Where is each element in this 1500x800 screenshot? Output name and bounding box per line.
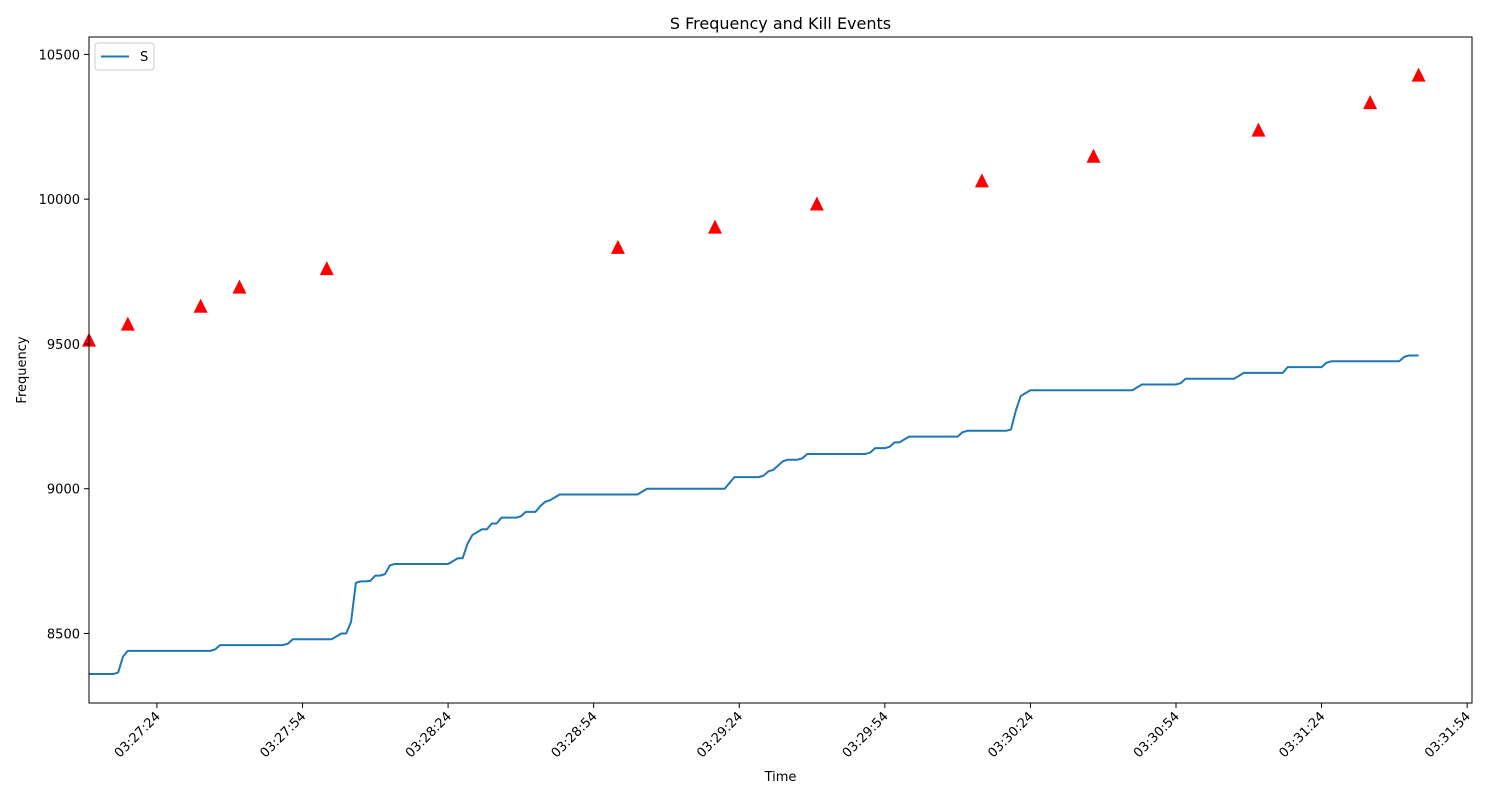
- x-axis: 03:27:24 03:27:54 03:28:24 03:28:54 03:29:24…: [112, 703, 1474, 761]
- y-axis-label: Frequency: [15, 336, 30, 403]
- kill-event-marker: [809, 196, 824, 211]
- x-tick-label: 03:27:24: [112, 709, 164, 761]
- y-tick-label: 10500: [39, 48, 80, 63]
- kill-event-marker: [610, 239, 625, 254]
- kill-event-marker: [193, 298, 208, 313]
- x-tick-label: 03:31:54: [1422, 709, 1474, 761]
- kill-event-marker: [1411, 67, 1426, 82]
- series-layer: [89, 354, 1419, 676]
- kill-event-marker: [974, 173, 989, 188]
- kill-event-marker: [1086, 148, 1101, 163]
- x-tick-label: 03:30:54: [1131, 709, 1183, 761]
- series-line-s: [89, 354, 1419, 676]
- plot-frame: [88, 36, 1473, 704]
- y-tick-label: 10000: [39, 193, 80, 208]
- x-tick-label: 03:29:54: [840, 709, 892, 761]
- x-tick-label: 03:30:24: [985, 709, 1037, 761]
- y-axis: 8500 9000 9500 10000 10500: [39, 48, 89, 643]
- event-layer: [82, 67, 1426, 347]
- kill-event-marker: [707, 219, 722, 234]
- x-tick-label: 03:28:24: [403, 709, 455, 761]
- kill-event-marker: [120, 316, 135, 331]
- kill-event-marker: [232, 279, 247, 294]
- y-tick-label: 9000: [47, 483, 80, 498]
- x-tick-label: 03:28:54: [549, 709, 601, 761]
- y-tick-label: 8500: [47, 628, 80, 643]
- chart-title: S Frequency and Kill Events: [670, 14, 891, 33]
- legend-label-s: S: [140, 50, 148, 65]
- x-tick-label: 03:29:24: [694, 709, 746, 761]
- plot-area: [82, 36, 1473, 704]
- kill-event-marker: [1251, 122, 1266, 137]
- legend: S: [94, 42, 155, 71]
- x-axis-label: Time: [764, 770, 797, 785]
- y-tick-label: 9500: [47, 338, 80, 353]
- plot-background: [89, 37, 1472, 703]
- x-tick-label: 03:31:24: [1277, 709, 1329, 761]
- kill-event-marker: [1363, 95, 1378, 110]
- kill-event-marker: [319, 261, 334, 276]
- x-tick-label: 03:27:54: [257, 709, 309, 761]
